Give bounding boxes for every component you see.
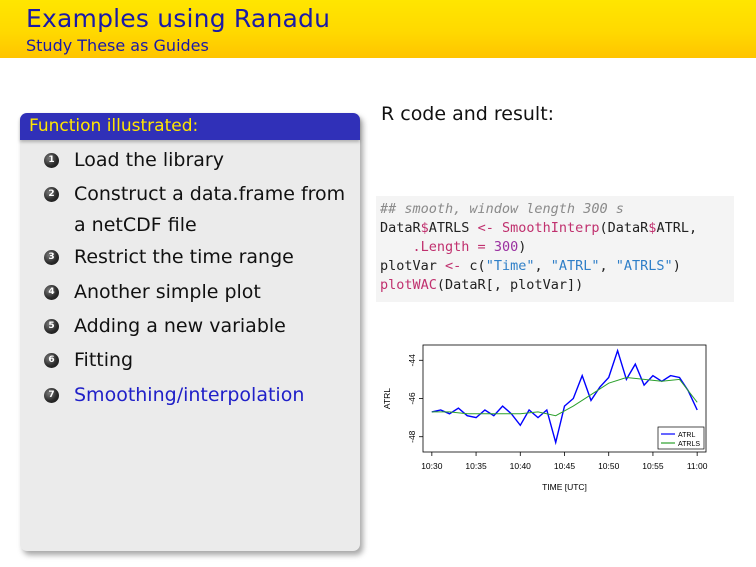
code-token <box>494 220 502 236</box>
code-token: (DataR <box>599 220 649 236</box>
code-token: c( <box>461 258 486 274</box>
x-tick-label: 10:55 <box>642 461 664 471</box>
code-token: , <box>534 258 551 274</box>
x-tick-label: 11:00 <box>687 461 708 471</box>
x-tick-label: 10:35 <box>465 461 487 471</box>
y-tick-label: -46 <box>407 392 417 405</box>
code-token: ## smooth, window length 300 s <box>380 201 624 217</box>
y-tick-label: -48 <box>407 430 417 443</box>
item-number-badge: 3 <box>44 250 59 265</box>
code-token: ATRLS <box>428 220 478 236</box>
item-number-badge: 2 <box>44 187 59 202</box>
legend-label: ATRL <box>678 432 695 439</box>
code-token: <- <box>445 258 462 274</box>
code-token: .Length <box>380 239 478 255</box>
code-line: plotVar <- c("Time", "ATRL", "ATRLS") <box>380 257 681 276</box>
x-tick-label: 10:40 <box>510 461 532 471</box>
code-token: "ATRL" <box>550 258 600 274</box>
function-block: Function illustrated: 1 Load the library 2… <box>20 113 360 551</box>
x-tick-label: 10:45 <box>554 461 576 471</box>
code-token: 300 <box>493 239 519 255</box>
block-title-bar: Function illustrated: <box>20 113 360 140</box>
code-line: ## smooth, window length 300 s <box>380 200 624 219</box>
block-title: Function illustrated: <box>29 116 199 136</box>
code-token: DataR <box>380 220 421 236</box>
code-token: <- <box>477 220 494 236</box>
item-number-badge: 5 <box>44 319 59 334</box>
code-line: DataR$ATRLS <- SmoothInterp(DataR$ATRL, <box>380 219 697 238</box>
code-line: .Length = 300) <box>380 238 527 257</box>
code-token: plotVar <box>380 258 446 274</box>
code-token: $ <box>648 220 657 236</box>
slide-header: Examples using Ranadu Study These as Gui… <box>0 0 756 58</box>
item-text: Construct a data.frame from <box>74 183 346 205</box>
code-token: $ <box>420 220 429 236</box>
x-tick-label: 10:50 <box>598 461 620 471</box>
item-number-badge: 6 <box>44 353 59 368</box>
item-number-badge: 7 <box>44 388 59 403</box>
code-token: plotWAC <box>380 277 437 293</box>
code-token: (DataR[, plotVar]) <box>436 277 584 293</box>
atrl-chart: 10:30 10:35 10:40 10:45 10:50 10:55 11:00 -44 -4… <box>382 344 708 492</box>
series-line-atrl <box>431 348 698 446</box>
x-tick-label: 10:30 <box>421 461 443 471</box>
code-block: ## smooth, window length 300 s DataR$ATRL… <box>376 196 734 302</box>
item-text: Load the library <box>74 149 224 171</box>
plot-area: 10:30 10:35 10:40 10:45 10:50 10:55 11:00 -44 -4… <box>378 340 718 504</box>
legend-label: ATRLS <box>678 441 700 448</box>
item-text: Smoothing/interpolation <box>74 384 305 406</box>
code-token: ) <box>672 258 681 274</box>
code-line: plotWAC(DataR[, plotVar]) <box>380 276 583 295</box>
code-token: "Time" <box>485 258 535 274</box>
code-label: R code and result: <box>381 103 555 125</box>
x-axis-label: TIME [UTC] <box>542 482 587 492</box>
item-text: Restrict the time range <box>74 246 294 268</box>
code-token: , <box>599 258 616 274</box>
item-number-badge: 4 <box>44 285 59 300</box>
slide-subtitle: Study These as Guides <box>26 36 209 55</box>
slide-title: Examples using Ranadu <box>26 4 331 33</box>
item-text: Adding a new variable <box>74 315 286 337</box>
code-token: ) <box>518 239 527 255</box>
item-text: a netCDF file <box>74 214 197 236</box>
code-token: ATRL, <box>656 220 698 236</box>
code-token: SmoothInterp <box>501 220 600 236</box>
code-token: = <box>477 239 486 255</box>
item-text: Another simple plot <box>74 281 261 303</box>
item-number-badge: 1 <box>44 153 59 168</box>
code-token: "ATRLS" <box>615 258 673 274</box>
series-line-atrls <box>431 376 698 417</box>
y-axis-label: ATRL <box>382 388 392 409</box>
item-text: Fitting <box>74 349 134 371</box>
y-tick-label: -44 <box>407 354 417 367</box>
code-token <box>486 239 494 255</box>
